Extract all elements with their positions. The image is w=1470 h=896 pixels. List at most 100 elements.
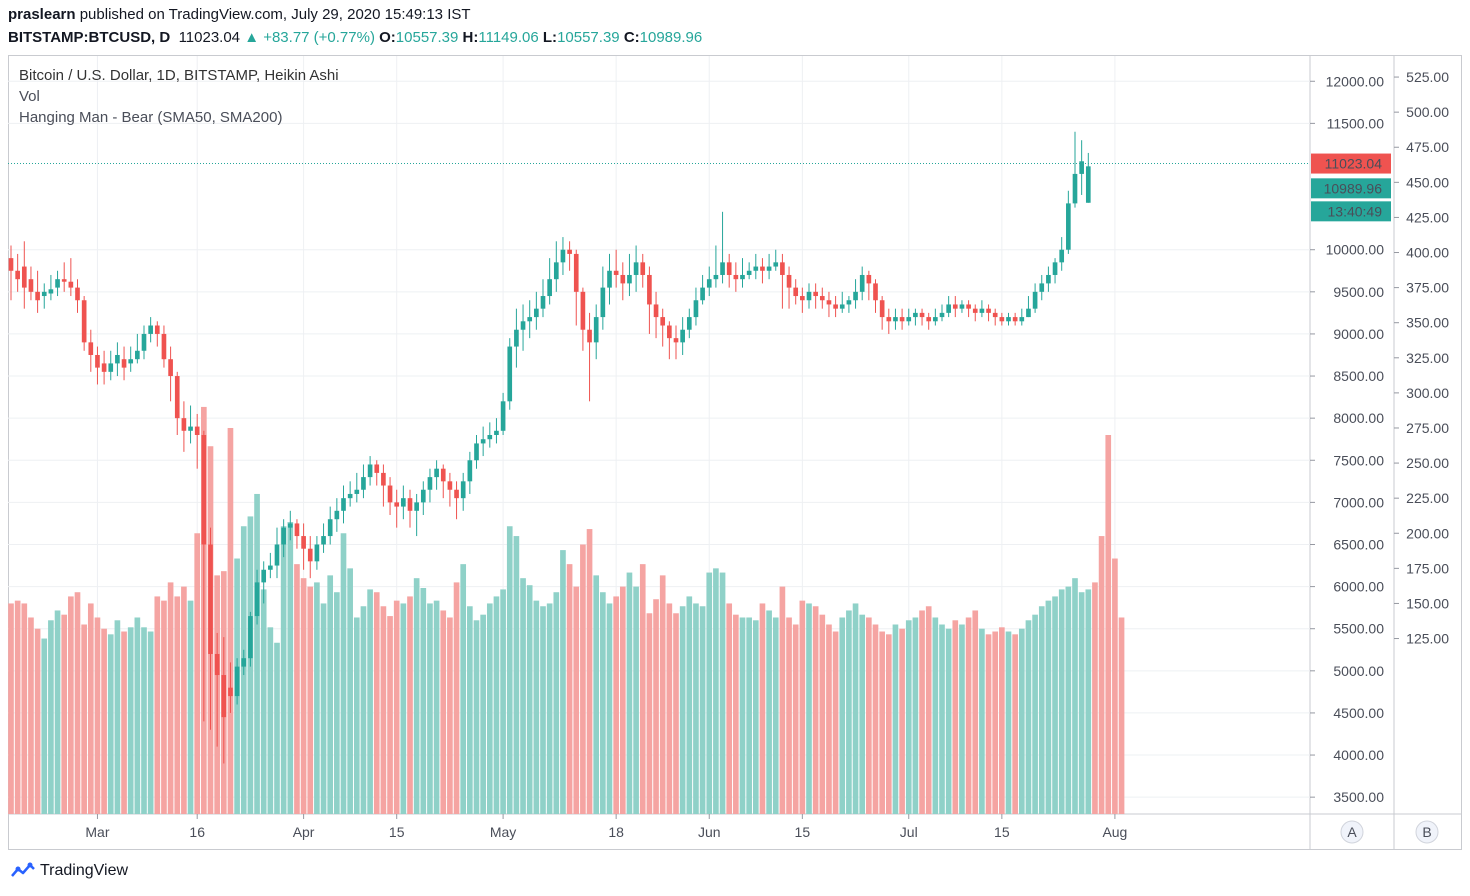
pane-button-b[interactable] xyxy=(1415,820,1439,844)
candle-body[interactable] xyxy=(474,443,479,461)
candle-body[interactable] xyxy=(613,270,619,275)
candle-body[interactable] xyxy=(234,666,240,697)
candle-body[interactable] xyxy=(334,510,340,520)
candle-body[interactable] xyxy=(141,333,147,351)
candle-body[interactable] xyxy=(135,350,140,360)
candle-body[interactable] xyxy=(686,317,692,330)
legend-volume[interactable]: Vol xyxy=(19,88,40,105)
candle-body[interactable] xyxy=(899,317,905,322)
candle-body[interactable] xyxy=(813,291,818,297)
candle-body[interactable] xyxy=(75,287,80,301)
candle-body[interactable] xyxy=(341,498,346,511)
candle-body[interactable] xyxy=(746,270,752,275)
candle-body[interactable] xyxy=(68,281,74,288)
candle-body[interactable] xyxy=(347,493,353,499)
candle-body[interactable] xyxy=(1039,283,1045,292)
candle-body[interactable] xyxy=(786,274,792,288)
candle-body[interactable] xyxy=(946,304,951,313)
candle-body[interactable] xyxy=(992,312,998,318)
candle-body[interactable] xyxy=(148,325,153,334)
candle-body[interactable] xyxy=(361,477,366,490)
candle-body[interactable] xyxy=(354,489,360,494)
candle-body[interactable] xyxy=(547,279,552,297)
candle-body[interactable] xyxy=(35,291,40,301)
candle-body[interactable] xyxy=(926,317,932,322)
candle-body[interactable] xyxy=(454,489,459,499)
candle-body[interactable] xyxy=(281,527,286,545)
candle-body[interactable] xyxy=(979,308,985,313)
candle-body[interactable] xyxy=(168,359,173,377)
candle-body[interactable] xyxy=(287,523,293,528)
candle-body[interactable] xyxy=(959,304,965,309)
candle-body[interactable] xyxy=(28,279,34,292)
candle-body[interactable] xyxy=(833,304,838,309)
candle-body[interactable] xyxy=(420,489,426,503)
candle-body[interactable] xyxy=(753,266,759,271)
candle-body[interactable] xyxy=(766,266,772,271)
candle-body[interactable] xyxy=(414,502,419,511)
candle-body[interactable] xyxy=(706,279,712,288)
candle-body[interactable] xyxy=(241,658,247,667)
candle-body[interactable] xyxy=(374,464,380,473)
candle-body[interactable] xyxy=(667,325,672,339)
candle-body[interactable] xyxy=(1046,274,1051,284)
candle-body[interactable] xyxy=(401,498,406,507)
candle-body[interactable] xyxy=(387,485,393,503)
candle-body[interactable] xyxy=(1032,291,1038,309)
candle-body[interactable] xyxy=(154,325,160,334)
candle-body[interactable] xyxy=(573,253,579,292)
candle-body[interactable] xyxy=(248,616,253,659)
candle-body[interactable] xyxy=(653,304,659,318)
candle-body[interactable] xyxy=(560,249,566,263)
candle-body[interactable] xyxy=(913,312,918,318)
candle-body[interactable] xyxy=(500,401,506,431)
candle-body[interactable] xyxy=(294,523,300,537)
candle-body[interactable] xyxy=(480,439,486,444)
candle-body[interactable] xyxy=(427,477,433,490)
candle-body[interactable] xyxy=(919,312,925,318)
candle-body[interactable] xyxy=(972,308,978,313)
candle-body[interactable] xyxy=(407,498,413,511)
candle-body[interactable] xyxy=(1059,249,1065,263)
candle-body[interactable] xyxy=(214,653,220,676)
candle-body[interactable] xyxy=(314,544,320,562)
footer-brand[interactable]: TradingView xyxy=(10,862,128,880)
candle-body[interactable] xyxy=(873,283,878,301)
candle-body[interactable] xyxy=(587,329,592,343)
candle-body[interactable] xyxy=(906,317,912,322)
candle-body[interactable] xyxy=(1006,317,1011,322)
candle-body[interactable] xyxy=(534,308,539,318)
legend-indicator[interactable]: Hanging Man - Bear (SMA50, SMA200) xyxy=(19,109,283,126)
candle-body[interactable] xyxy=(826,300,832,305)
candle-body[interactable] xyxy=(726,262,732,275)
candle-body[interactable] xyxy=(680,329,685,343)
candle-body[interactable] xyxy=(893,317,898,322)
candle-body[interactable] xyxy=(261,569,267,583)
candle-body[interactable] xyxy=(859,274,865,292)
candle-body[interactable] xyxy=(121,359,127,368)
candle-body[interactable] xyxy=(713,274,719,280)
candle-body[interactable] xyxy=(633,262,639,275)
candle-body[interactable] xyxy=(507,346,513,402)
candle-body[interactable] xyxy=(228,687,233,697)
candle-body[interactable] xyxy=(494,430,499,435)
candle-body[interactable] xyxy=(221,675,227,718)
candle-body[interactable] xyxy=(101,363,107,372)
candle-body[interactable] xyxy=(580,291,586,330)
candle-body[interactable] xyxy=(693,300,699,318)
candle-body[interactable] xyxy=(41,291,47,297)
candle-body[interactable] xyxy=(307,548,313,562)
pane-button-a[interactable] xyxy=(1340,820,1364,844)
candle-body[interactable] xyxy=(55,279,60,288)
candle-body[interactable] xyxy=(733,274,739,280)
candle-body[interactable] xyxy=(434,468,439,478)
candle-body[interactable] xyxy=(986,308,991,313)
candle-body[interactable] xyxy=(208,544,213,654)
candle-body[interactable] xyxy=(8,258,14,271)
candle-body[interactable] xyxy=(1026,308,1031,318)
candle-body[interactable] xyxy=(839,304,845,309)
candle-body[interactable] xyxy=(660,317,666,326)
candle-body[interactable] xyxy=(853,291,858,301)
candle-body[interactable] xyxy=(447,481,453,490)
candle-body[interactable] xyxy=(95,354,100,368)
